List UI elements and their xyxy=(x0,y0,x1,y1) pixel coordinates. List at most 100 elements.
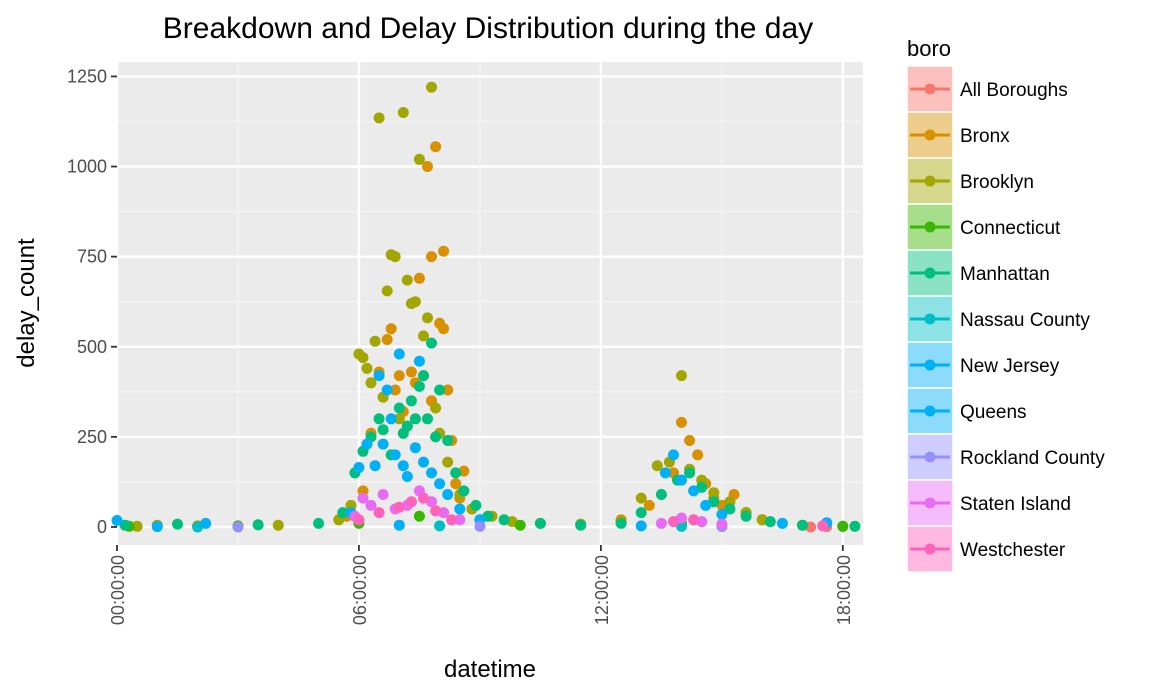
legend-item: Nassau County xyxy=(906,295,1090,343)
data-point xyxy=(434,520,446,532)
data-point xyxy=(797,519,808,531)
data-point xyxy=(659,467,671,479)
data-point xyxy=(252,519,264,531)
data-point xyxy=(651,460,663,472)
data-point xyxy=(470,499,482,511)
data-point xyxy=(668,449,679,461)
data-point xyxy=(498,514,510,526)
data-point xyxy=(684,467,696,479)
data-point xyxy=(409,442,421,454)
data-point xyxy=(430,402,442,414)
legend-item: Connecticut xyxy=(906,203,1061,251)
data-point xyxy=(377,489,389,500)
legend-label: Manhattan xyxy=(960,264,1050,285)
chart-title: Breakdown and Delay Distribution during … xyxy=(163,12,813,45)
x-axis-title: datetime xyxy=(444,656,536,683)
data-point xyxy=(365,499,377,511)
data-point xyxy=(365,377,377,389)
data-point xyxy=(385,413,397,425)
data-point xyxy=(381,384,393,396)
data-point xyxy=(413,153,425,165)
data-point xyxy=(776,517,788,529)
legend-label: Bronx xyxy=(960,126,1010,147)
data-point xyxy=(692,449,704,461)
data-point xyxy=(413,355,425,367)
data-point xyxy=(373,370,385,382)
data-point xyxy=(434,384,446,396)
legend-label: Queens xyxy=(960,402,1027,423)
data-point xyxy=(393,348,405,360)
legend-key-point xyxy=(924,359,936,371)
data-point xyxy=(442,456,454,468)
data-point xyxy=(514,519,526,531)
data-point xyxy=(708,487,720,499)
data-point xyxy=(353,462,365,473)
y-tick-label: 1000 xyxy=(67,157,107,177)
data-point xyxy=(635,520,647,532)
data-point xyxy=(724,503,736,515)
data-point xyxy=(369,335,381,347)
data-point xyxy=(688,485,700,497)
data-point xyxy=(357,492,369,504)
data-point xyxy=(172,518,183,530)
data-point xyxy=(430,431,442,443)
legend-item: Queens xyxy=(906,387,1027,435)
data-point xyxy=(357,352,369,364)
data-point xyxy=(764,516,776,528)
data-point xyxy=(849,520,861,532)
data-point xyxy=(405,395,417,407)
legend-label: Connecticut xyxy=(960,218,1061,239)
data-point xyxy=(655,489,667,500)
data-point xyxy=(413,510,425,522)
legend-item: All Boroughs xyxy=(906,65,1068,113)
data-point xyxy=(409,296,421,308)
data-point xyxy=(418,370,429,382)
data-point xyxy=(397,107,409,118)
data-point xyxy=(716,518,728,530)
data-point xyxy=(454,514,466,526)
data-point xyxy=(389,449,401,461)
data-point xyxy=(401,420,413,432)
data-point xyxy=(422,312,433,324)
data-point xyxy=(442,384,454,396)
data-point xyxy=(369,460,381,472)
data-point xyxy=(442,489,454,500)
data-point xyxy=(337,507,349,519)
legend-item: Bronx xyxy=(906,111,1010,159)
legend-item: Staten Island xyxy=(906,479,1071,527)
data-point xyxy=(534,517,546,529)
data-point xyxy=(418,330,429,342)
data-point xyxy=(676,474,687,486)
data-point xyxy=(401,471,413,482)
legend-key-point xyxy=(924,497,936,509)
legend-key-point xyxy=(924,267,936,279)
data-point xyxy=(200,517,212,529)
legend-item: Manhattan xyxy=(906,249,1050,297)
data-point xyxy=(817,520,829,532)
data-point xyxy=(413,380,425,392)
y-tick-label: 0 xyxy=(97,517,107,537)
legend: All Boroughs Bronx Brooklyn Connecticut Manh… xyxy=(906,65,1105,573)
data-point xyxy=(438,245,450,257)
data-point xyxy=(430,141,442,153)
data-point xyxy=(430,505,442,517)
data-point xyxy=(575,519,587,531)
legend-key-point xyxy=(924,129,936,141)
legend-key-point xyxy=(924,221,936,233)
data-point xyxy=(426,337,437,349)
data-point xyxy=(740,510,752,522)
data-point xyxy=(389,384,401,396)
data-point xyxy=(422,413,433,425)
data-point xyxy=(615,517,627,529)
data-point xyxy=(458,485,470,497)
major-gridlines xyxy=(115,62,863,545)
data-point xyxy=(434,478,446,490)
plot-panel xyxy=(117,62,863,545)
legend-title: boro xyxy=(907,36,951,61)
x-axis: 00:00:00 06:00:00 12:00:00 18:00:00 xyxy=(108,545,854,625)
legend-label: Rockland County xyxy=(960,448,1105,469)
data-point xyxy=(635,492,647,504)
legend-label: Westchester xyxy=(960,540,1066,561)
